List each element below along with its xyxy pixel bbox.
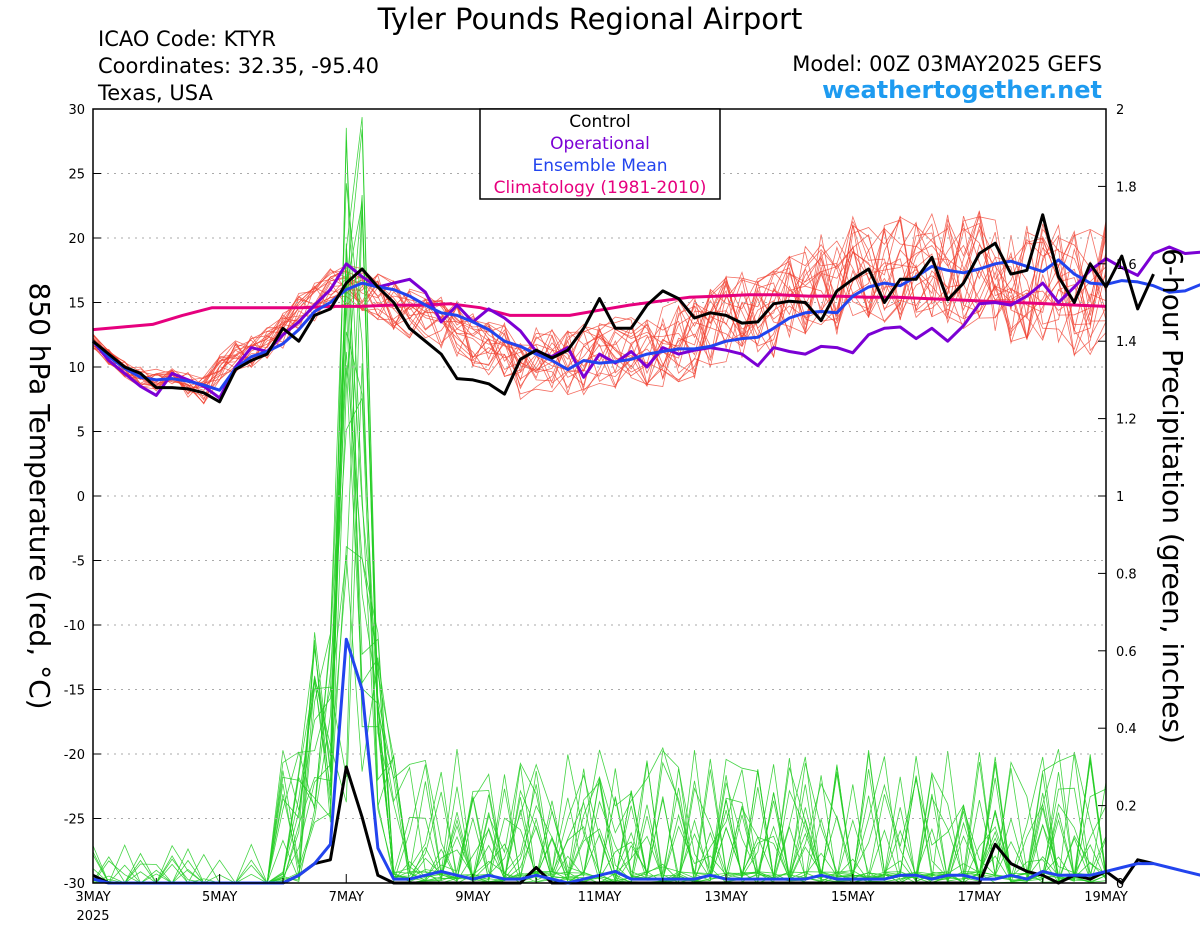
y-left-tick-label: 10 xyxy=(68,361,85,376)
ensemble-members xyxy=(92,117,1107,885)
y-right-tick-label: 1 xyxy=(1116,490,1124,505)
y-left-axis-title: 850 hPa Temperature (red, °C) xyxy=(23,282,56,709)
y-left-tick-label: 0 xyxy=(77,490,85,505)
series-control xyxy=(92,213,1155,404)
axis-ticks: 302520151050-5-10-15-20-25-3021.81.61.41… xyxy=(64,103,1137,924)
region: Texas, USA xyxy=(98,81,213,105)
x-tick-label: 5MAY xyxy=(202,890,237,905)
legend-entry: Climatology (1981-2010) xyxy=(494,178,707,198)
temp-member-line xyxy=(92,223,1107,405)
y-left-tick-label: 25 xyxy=(68,168,85,183)
temp-member-line xyxy=(92,223,1107,400)
y-left-tick-label: -25 xyxy=(64,813,85,828)
y-left-tick-label: -30 xyxy=(64,877,85,892)
model-run: Model: 00Z 03MAY2025 GEFS xyxy=(792,52,1102,76)
precip-member-line xyxy=(92,243,1107,884)
x-tick-label: 19MAY xyxy=(1084,890,1128,905)
y-left-tick-label: -15 xyxy=(64,684,85,699)
legend-entry: Ensemble Mean xyxy=(532,156,667,176)
x-tick-label: 11MAY xyxy=(578,890,622,905)
grid-lines xyxy=(93,173,1106,819)
y-right-tick-label: 0 xyxy=(1116,877,1124,892)
x-tick-label: 13MAY xyxy=(704,890,748,905)
legend-entry: Control xyxy=(569,112,630,132)
x-tick-label: 15MAY xyxy=(831,890,875,905)
precip-member-line xyxy=(92,363,1107,884)
precip-member-line xyxy=(93,129,1107,885)
y-left-tick-label: -5 xyxy=(72,555,85,570)
y-right-tick-label: 2 xyxy=(1116,103,1124,118)
x-tick-label: 17MAY xyxy=(958,890,1002,905)
y-left-tick-label: 20 xyxy=(68,232,85,247)
site-link[interactable]: weathertogether.net xyxy=(822,76,1102,104)
y-right-axis-title: 6-hour Precipitation (green, inches) xyxy=(1156,248,1189,744)
y-right-tick-label: 0.4 xyxy=(1116,722,1137,737)
x-tick-label: 7MAY xyxy=(329,890,364,905)
legend-box xyxy=(479,108,721,200)
y-left-tick-label: 5 xyxy=(77,426,85,441)
series-climatology-1981-2010- xyxy=(92,293,1107,332)
precip-member-line xyxy=(93,365,1107,884)
y-right-tick-label: 0.2 xyxy=(1116,800,1137,815)
legend-entry: Operational xyxy=(550,134,650,154)
y-left-tick-label: 30 xyxy=(68,103,85,118)
chart-title: Tyler Pounds Regional Airport xyxy=(377,2,803,36)
x-year-label: 2025 xyxy=(76,909,109,924)
series-lines xyxy=(91,213,1200,885)
precip-member-line xyxy=(92,117,1107,884)
series-ensemble-mean-precip xyxy=(92,637,1200,885)
coordinates: Coordinates: 32.35, -95.40 xyxy=(98,54,379,78)
x-tick-label: 3MAY xyxy=(75,890,110,905)
precip-member-line xyxy=(93,248,1107,884)
y-left-tick-label: -20 xyxy=(64,748,85,763)
precip-member-line xyxy=(93,545,1107,884)
y-right-tick-label: 1.6 xyxy=(1116,258,1137,273)
y-right-tick-label: 1.4 xyxy=(1116,335,1137,350)
precip-member-line xyxy=(93,140,1107,884)
precip-member-line xyxy=(92,398,1107,884)
y-right-tick-label: 0.6 xyxy=(1116,645,1137,660)
y-left-tick-label: -10 xyxy=(64,619,85,634)
y-right-tick-label: 1.8 xyxy=(1116,180,1137,195)
precip-member-line xyxy=(93,304,1107,884)
icao-code: ICAO Code: KTYR xyxy=(98,27,276,51)
temp-member-line xyxy=(92,228,1107,385)
y-right-tick-label: 0.8 xyxy=(1116,567,1137,582)
y-right-tick-label: 1.2 xyxy=(1116,413,1137,428)
y-left-tick-label: 15 xyxy=(68,297,85,312)
x-tick-label: 9MAY xyxy=(455,890,490,905)
series-ensemble-mean xyxy=(91,258,1200,392)
